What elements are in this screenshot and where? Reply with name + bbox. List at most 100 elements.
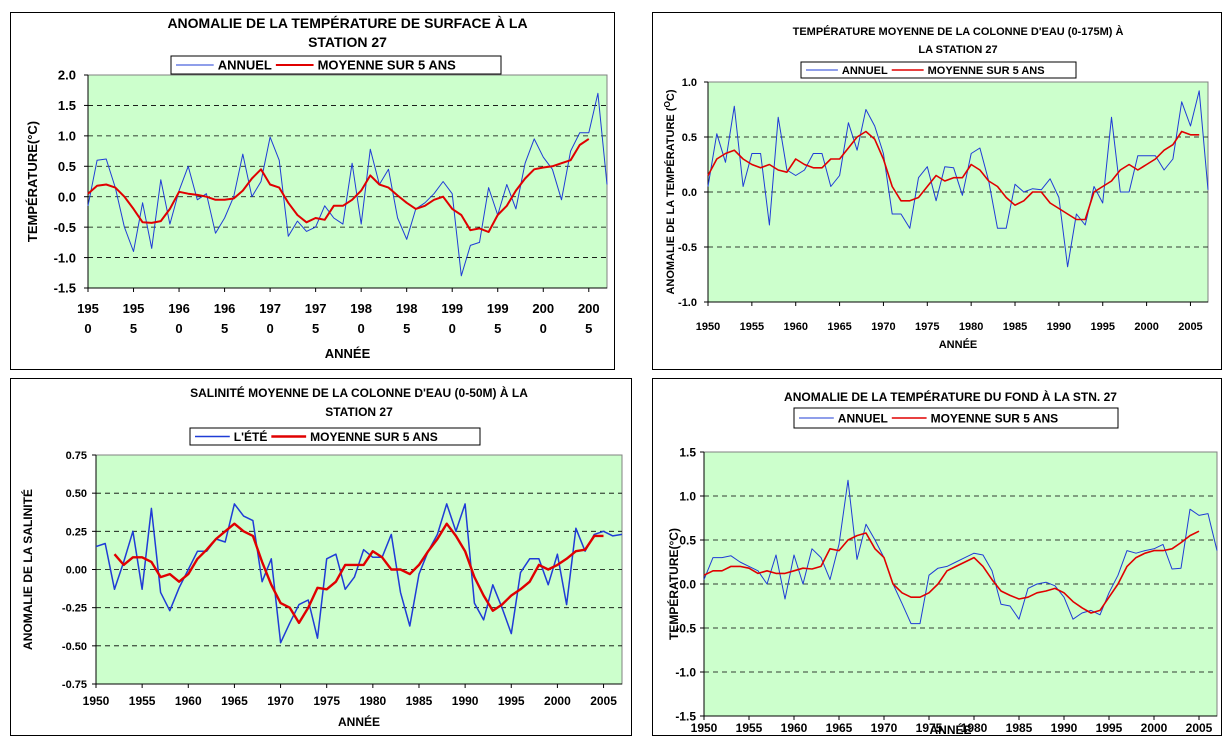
x-tick-label: 200 [578, 301, 600, 316]
legend-label-5yr-mean: MOYENNE SUR 5 ANS [310, 430, 438, 444]
y-tick-label: -0.75 [62, 679, 87, 691]
y-tick-label: 1.5 [58, 98, 76, 113]
y-tick-label: 0.00 [66, 564, 87, 576]
x-tick-label: 198 [396, 301, 418, 316]
y-axis-label: TEMPÉRATURE(°C) [25, 121, 40, 242]
x-tick-label: 1975 [915, 321, 939, 333]
x-tick-label: 5 [312, 321, 319, 336]
y-tick-label: 0.5 [679, 533, 696, 547]
y-axis-label: ANOMALIE DE LA TEMPÉRATURE (OC) [663, 89, 678, 294]
y-tick-label: -1.5 [54, 281, 76, 296]
x-tick-label: 1990 [1051, 721, 1078, 735]
x-tick-label: 1975 [916, 721, 943, 735]
x-tick-label: 1985 [1003, 321, 1027, 333]
x-tick-label: 1955 [736, 721, 763, 735]
y-axis-label: TEMPÉRATURE(°C) [666, 528, 681, 640]
legend-label-annual: ANNUEL [842, 65, 888, 77]
legend: ANNUEL MOYENNE SUR 5 ANS [800, 61, 1077, 79]
chart-water-column-temperature: TEMPÉRATURE MOYENNE DE LA COLONNE D'EAU … [652, 12, 1222, 370]
x-tick-label: 1950 [83, 694, 110, 708]
y-tick-label: -0.5 [675, 621, 696, 635]
x-tick-label: 195 [123, 301, 145, 316]
y-tick-label: 1.5 [679, 445, 696, 459]
legend-box [793, 407, 1119, 429]
x-axis-label: ANNÉE [939, 338, 978, 351]
x-tick-label: 5 [403, 321, 410, 336]
x-tick-label: 1960 [175, 694, 202, 708]
chart-title-line: STATION 27 [325, 405, 393, 419]
x-tick-label: 196 [168, 301, 190, 316]
x-tick-label: 1970 [871, 321, 895, 333]
x-tick-label: 197 [305, 301, 327, 316]
x-tick-label: 1960 [781, 721, 808, 735]
y-tick-label: -1.5 [675, 709, 696, 723]
chart-title-line: ANOMALIE DE LA TEMPÉRATURE DE SURFACE À … [167, 15, 527, 31]
chart-water-column-salinity: SALINITÉ MOYENNE DE LA COLONNE D'EAU (0-… [10, 378, 632, 736]
x-tick-label: 1950 [691, 721, 718, 735]
legend-label-annual: L'ÉTÉ [234, 429, 268, 444]
series-line-annual [703, 479, 1218, 625]
chart-title-line: LA STATION 27 [918, 44, 997, 56]
x-tick-label: 0 [358, 321, 365, 336]
x-tick-label: 2000 [1141, 721, 1168, 735]
series-line-5yr-mean [113, 522, 604, 625]
x-tick-label: 1985 [406, 694, 433, 708]
x-tick-label: 2005 [1178, 321, 1202, 333]
x-axis-label: ANNÉE [325, 346, 371, 361]
x-tick-label: 1955 [740, 321, 764, 333]
x-tick-label: 1970 [267, 694, 294, 708]
y-tick-label: 0.0 [679, 577, 696, 591]
chart-bottom-temperature-svg: ANOMALIE DE LA TEMPÉRATURE DU FOND À LA … [652, 378, 1222, 736]
x-tick-label: 1950 [696, 321, 720, 333]
y-tick-label: 1.0 [679, 489, 696, 503]
y-tick-label: -0.50 [62, 641, 87, 653]
x-tick-label: 2005 [1186, 721, 1213, 735]
y-tick-label: 0.5 [58, 159, 76, 174]
x-tick-label: 1970 [871, 721, 898, 735]
chart-title-line: TEMPÉRATURE MOYENNE DE LA COLONNE D'EAU … [793, 25, 1124, 38]
y-tick-label: 0.5 [682, 132, 697, 144]
x-tick-label: 1980 [359, 694, 386, 708]
y-tick-label: 1.0 [682, 77, 697, 89]
legend-label-annual: ANNUEL [838, 411, 888, 425]
x-tick-label: 1985 [1006, 721, 1033, 735]
chart-title-line: SALINITÉ MOYENNE DE LA COLONNE D'EAU (0-… [190, 385, 528, 400]
x-tick-label: 199 [487, 301, 509, 316]
x-tick-label: 1955 [129, 694, 156, 708]
x-tick-label: 0 [266, 321, 273, 336]
chart-surface-temperature-svg: ANOMALIE DE LA TEMPÉRATURE DE SURFACE À … [10, 12, 615, 370]
legend-label-annual: ANNUEL [218, 58, 272, 73]
legend: ANNUEL MOYENNE SUR 5 ANS [793, 407, 1119, 429]
y-tick-label: 0.50 [66, 488, 87, 500]
series-line-5yr-mean [703, 530, 1200, 614]
y-tick-label: 0.25 [66, 526, 87, 538]
x-tick-label: 198 [350, 301, 372, 316]
y-tick-label: -0.5 [54, 220, 76, 235]
x-tick-label: 200 [532, 301, 554, 316]
y-tick-label: 0.0 [58, 189, 76, 204]
legend: ANNUEL MOYENNE SUR 5 ANS [170, 55, 502, 75]
legend-label-5yr-mean: MOYENNE SUR 5 ANS [318, 58, 457, 73]
chart-title-line: ANOMALIE DE LA TEMPÉRATURE DU FOND À LA … [784, 389, 1117, 404]
x-tick-label: 5 [221, 321, 228, 336]
x-tick-label: 1995 [1090, 321, 1114, 333]
series-line-5yr-mean [707, 130, 1200, 221]
y-tick-label: -0.25 [62, 603, 87, 615]
y-tick-label: 1.0 [58, 129, 76, 144]
x-tick-label: 2000 [544, 694, 571, 708]
chart-water-column-salinity-svg: SALINITÉ MOYENNE DE LA COLONNE D'EAU (0-… [10, 378, 632, 736]
chart-title-line: STATION 27 [308, 34, 387, 50]
x-tick-label: 195 [77, 301, 99, 316]
x-axis-label: ANNÉE [929, 722, 971, 736]
series-line-annual [707, 90, 1209, 268]
chart-water-column-temperature-svg: TEMPÉRATURE MOYENNE DE LA COLONNE D'EAU … [652, 12, 1222, 370]
x-tick-label: 0 [540, 321, 547, 336]
x-tick-label: 1960 [783, 321, 807, 333]
legend-box [800, 61, 1077, 79]
x-tick-label: 196 [214, 301, 236, 316]
chart-surface-temperature: ANOMALIE DE LA TEMPÉRATURE DE SURFACE À … [10, 12, 615, 370]
x-tick-label: 5 [130, 321, 137, 336]
legend-box [170, 55, 502, 75]
y-tick-label: -1.0 [54, 250, 76, 265]
plot-area [87, 74, 608, 289]
